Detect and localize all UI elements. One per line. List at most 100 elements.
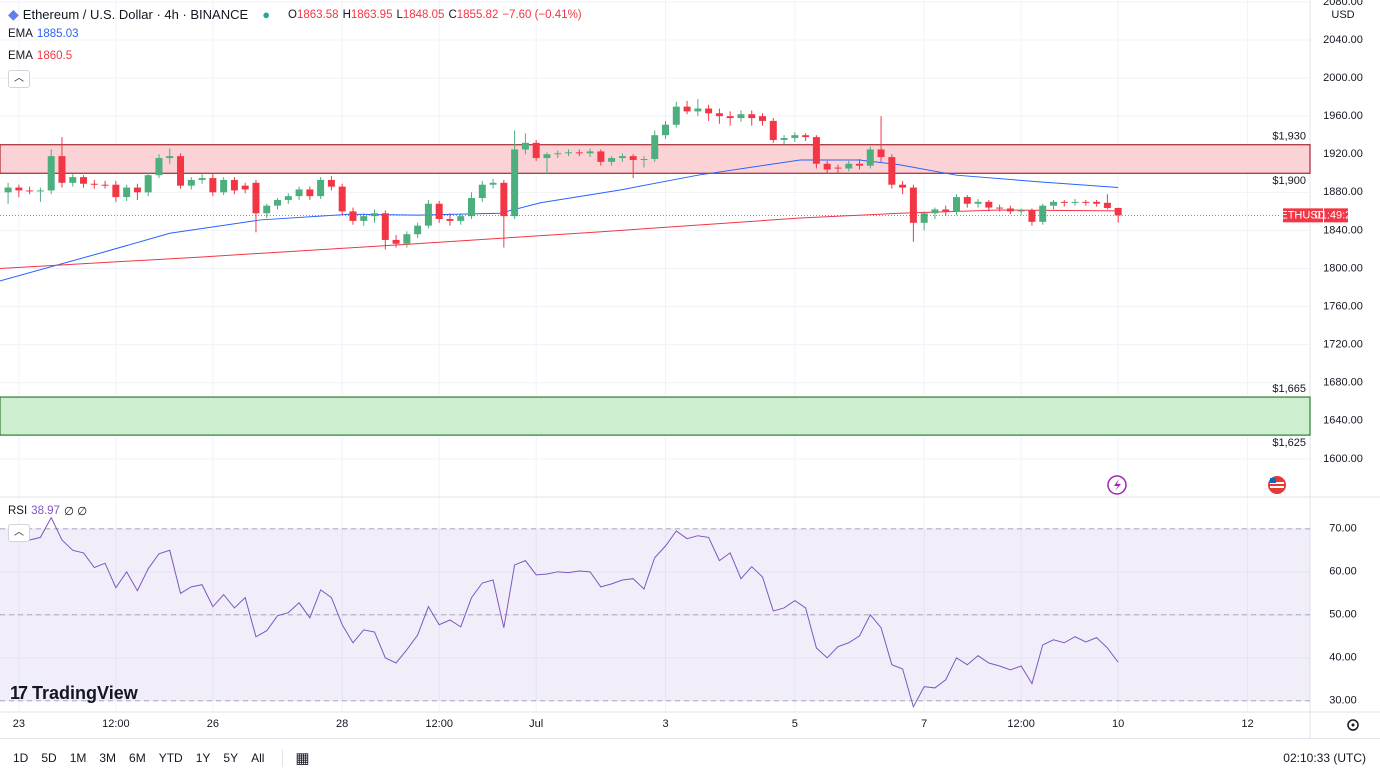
candle-body xyxy=(996,207,1004,209)
collapse-button[interactable]: ︿ xyxy=(8,70,30,88)
candle-body xyxy=(177,156,185,186)
collapse-legend[interactable]: ︿ xyxy=(8,70,30,88)
rsi-line xyxy=(7,516,1119,709)
candle-body xyxy=(640,159,648,161)
alert-icon[interactable] xyxy=(1107,475,1127,495)
candle-body xyxy=(1049,201,1057,206)
ohlc-value: 1848.05 xyxy=(402,8,445,21)
candle-body xyxy=(586,151,594,154)
y-tick-label: 1640.00 xyxy=(1323,415,1363,427)
ema-line xyxy=(0,209,1119,269)
ohlc-label: H xyxy=(342,8,351,21)
x-tick-label: 26 xyxy=(207,718,219,730)
candle-body xyxy=(1103,202,1111,208)
candle-body xyxy=(683,106,691,112)
rsi-legend[interactable]: RSI 38.97 ∅ ∅ xyxy=(8,504,87,518)
y-tick-label: 1880.00 xyxy=(1323,186,1363,198)
candle-body xyxy=(241,185,249,190)
candle-body xyxy=(209,178,217,193)
candle-body xyxy=(252,182,260,214)
candle-body xyxy=(220,179,228,193)
ema-legend[interactable]: EMA 1885.03 xyxy=(8,28,79,40)
candle-body xyxy=(715,113,723,117)
candle-body xyxy=(909,187,917,223)
collapse-legend[interactable]: ︿ xyxy=(8,524,30,542)
zone-label: $1,930 xyxy=(1272,131,1306,143)
candle-body xyxy=(920,213,928,223)
candle-body xyxy=(349,211,357,221)
x-tick-label: 12 xyxy=(1241,718,1253,730)
candle-body xyxy=(360,216,368,221)
ema-legend[interactable]: EMA 1860.5 xyxy=(8,50,72,62)
candle-body xyxy=(1060,201,1068,203)
range-button[interactable]: 1M xyxy=(69,751,87,765)
candle-body xyxy=(974,201,982,204)
x-tick-label: 3 xyxy=(662,718,668,730)
candle-body xyxy=(123,187,131,198)
candle-body xyxy=(478,184,486,199)
market-status: ● xyxy=(262,7,271,22)
range-button[interactable]: 1D xyxy=(13,751,29,765)
candle-body xyxy=(500,182,508,217)
candle-body xyxy=(672,106,680,125)
rsi-band xyxy=(0,528,1310,701)
symbol-tag-box xyxy=(1283,208,1323,223)
candle-body xyxy=(866,149,874,166)
candle-body xyxy=(58,156,66,183)
candle-body xyxy=(446,218,454,221)
candle-body xyxy=(1071,201,1079,203)
candle-body xyxy=(899,184,907,188)
candle-body xyxy=(144,175,152,193)
candle-body xyxy=(952,197,960,212)
candle-body xyxy=(521,142,529,150)
brand-logo: 17 xyxy=(10,683,28,703)
date-range-button[interactable]: ▦ xyxy=(282,749,310,767)
candle-body xyxy=(381,213,389,240)
range-button[interactable]: 3M xyxy=(99,751,117,765)
candle-body xyxy=(791,135,799,139)
candle-body xyxy=(317,179,325,197)
candle-body xyxy=(414,225,422,235)
candle-body xyxy=(187,179,195,186)
candle-body xyxy=(371,213,379,217)
range-button[interactable]: 5Y xyxy=(223,751,239,765)
x-tick-label: 23 xyxy=(13,718,25,730)
range-button[interactable]: YTD xyxy=(158,751,183,765)
candle-body xyxy=(338,186,346,212)
candle-body xyxy=(166,156,174,159)
y-tick-label: 2000.00 xyxy=(1323,72,1363,84)
ohlc-label: C xyxy=(448,8,457,21)
clock[interactable]: 02:10:33 (UTC) xyxy=(1283,751,1366,765)
candle-body xyxy=(327,179,335,187)
candle-body xyxy=(651,135,659,160)
candle-body xyxy=(780,138,788,140)
ohlc-label: L xyxy=(396,8,403,21)
candle-body xyxy=(26,190,34,192)
candle-body xyxy=(69,177,77,183)
candle-body xyxy=(1114,207,1122,216)
x-tick-label: 10 xyxy=(1112,718,1124,730)
ema-value: 1860.5 xyxy=(36,50,73,62)
candle-body xyxy=(802,135,810,138)
range-button[interactable]: All xyxy=(251,751,265,765)
brand[interactable]: 17 TradingView xyxy=(10,683,138,704)
range-button[interactable]: 6M xyxy=(129,751,146,765)
currency[interactable]: USD xyxy=(1331,9,1354,21)
collapse-button[interactable]: ︿ xyxy=(8,524,30,542)
symbol-title[interactable]: Ethereum / U.S. Dollar · 4h · BINANCE xyxy=(22,7,249,22)
candle-body xyxy=(963,197,971,204)
y-tick-label: 1840.00 xyxy=(1323,224,1363,236)
range-button[interactable]: 5D xyxy=(41,751,57,765)
candle-body xyxy=(662,124,670,136)
bottom-toolbar: 1D 5D 1M 3M 6M YTD 1Y 5Y All ▦ 02:10:33 … xyxy=(0,738,1380,777)
x-tick-label: 12:00 xyxy=(425,718,453,730)
brand-name: TradingView xyxy=(32,683,138,703)
y-tick-label: 50.00 xyxy=(1329,609,1357,621)
ohlc-label: O xyxy=(288,8,297,21)
event-flag-icon[interactable] xyxy=(1268,476,1286,494)
x-tick-label: Jul xyxy=(529,718,543,730)
candle-body xyxy=(834,167,842,169)
settings-icon[interactable] xyxy=(1347,719,1359,731)
range-button[interactable]: 1Y xyxy=(195,751,211,765)
